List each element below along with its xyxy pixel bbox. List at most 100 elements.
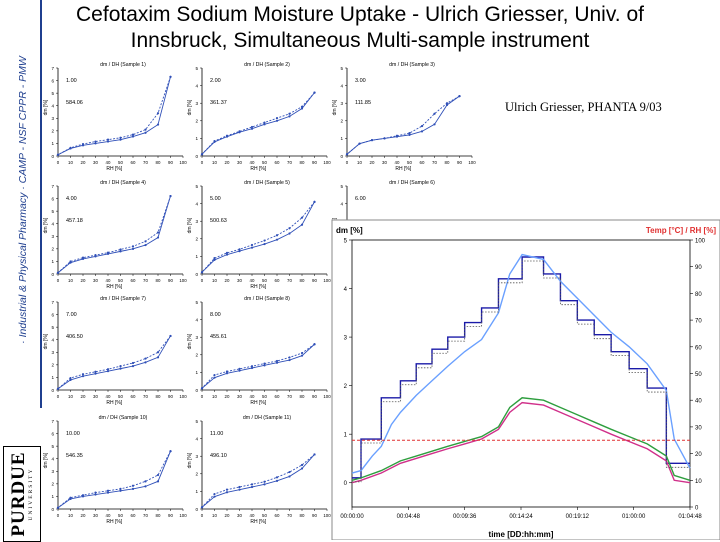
y-axis-label: dm [%] [332,99,338,115]
data-point [300,223,304,226]
data-point [238,130,241,133]
data-point [119,248,122,251]
sample-annotation: 500.63 [210,218,227,224]
x-tick-label: 10 [212,278,217,283]
x-tick-label: 90 [312,160,317,165]
data-point [313,453,316,456]
data-point [94,370,97,373]
y-tick-label: 4 [51,457,54,462]
data-point [213,495,216,498]
x-tick-label: 100 [323,394,331,399]
sample-annotation: 361.37 [210,100,227,106]
data-point [156,356,160,359]
x-axis-label: RH [%] [250,284,266,290]
data-point [250,483,254,486]
y-tick-label: 0 [195,388,198,393]
data-point [275,359,279,363]
data-point [238,488,241,491]
desorption-line [346,95,460,155]
x-tick-label: 0 [201,394,204,399]
x-tick-label: 20 [225,278,230,283]
data-point [433,112,436,115]
y-tick-label: 4 [51,104,54,109]
x-tick-label: 0 [57,513,60,518]
data-point [69,260,72,263]
y-tick-label: 3 [51,469,54,474]
kinetics-y-tick-label: 5 [344,239,348,245]
kinetics-y-label: dm [%] [336,226,363,235]
kinetics-y-right-tick-label: 50 [695,372,702,378]
chart-title: dm / DH (Sample 11) [243,415,292,421]
kinetics-x-tick-label: 00:14:24 [509,514,533,520]
y-tick-label: 0 [51,388,54,393]
x-tick-label: 10 [212,160,217,165]
data-point [433,123,436,126]
x-axis-label: RH [%] [250,519,266,525]
x-axis-label: RH [%] [395,166,411,172]
data-point [263,480,266,483]
kinetics-y-right-tick-label: 60 [695,345,702,351]
kinetics-y-right-tick-label: 10 [695,479,702,485]
y-tick-label: 7 [51,419,54,424]
data-point [106,251,110,254]
kinetics-y-right-tick-label: 30 [695,425,702,431]
kinetics-y-tick-label: 1 [344,433,348,439]
data-point [106,370,110,373]
sample-annotation: 8.00 [210,312,221,318]
y-tick-label: 2 [195,237,198,242]
page-title: Cefotaxim Sodium Moisture Uptake - Ulric… [76,3,644,53]
kinetics-x-tick-label: 01:00:00 [622,514,646,520]
data-point [288,112,291,115]
x-tick-label: 50 [262,513,267,518]
data-point [200,153,204,156]
data-point [156,236,160,239]
x-tick-label: 10 [68,394,73,399]
data-point [445,102,449,105]
kinetics-x-tick-label: 00:19:12 [566,514,590,520]
y-tick-label: 3 [51,234,54,239]
data-point [119,365,122,368]
data-point [119,487,122,490]
x-tick-label: 30 [93,278,98,283]
x-tick-label: 30 [93,394,98,399]
sample-annotation: 457.18 [66,218,83,224]
sorption-line [201,201,315,273]
y-tick-label: 5 [51,209,54,214]
data-point [213,258,216,262]
x-tick-label: 40 [250,513,255,518]
x-tick-label: 0 [57,394,60,399]
x-tick-label: 100 [323,513,331,518]
x-tick-label: 10 [68,160,73,165]
data-point [119,489,122,492]
kinetics-x-tick-label: 00:00:00 [340,514,364,520]
y-tick-label: 3 [51,350,54,355]
data-point [144,128,147,131]
x-tick-label: 10 [212,394,217,399]
sample-annotation: 496.10 [210,453,227,459]
data-point [144,361,147,364]
y-tick-label: 1 [195,489,198,494]
data-point [395,134,399,137]
kinetics-series-line [351,401,691,484]
data-point [69,496,72,499]
data-point [94,140,97,143]
data-point [288,227,291,230]
x-tick-label: 40 [106,513,111,518]
y-tick-label: 1 [195,136,198,141]
data-point [238,369,241,372]
y-tick-label: 4 [340,201,343,206]
data-point [288,470,291,474]
data-point [94,493,97,496]
y-tick-label: 4 [340,83,343,88]
desorption-line [57,195,171,274]
x-tick-label: 80 [156,394,161,399]
sample-annotation: 584.06 [66,100,83,106]
y-tick-label: 5 [195,184,198,189]
data-point [169,75,172,78]
data-point [288,358,291,362]
data-point [288,475,291,478]
y-axis-label: dm [%] [187,452,193,468]
data-point [263,123,266,126]
data-point [358,142,361,145]
